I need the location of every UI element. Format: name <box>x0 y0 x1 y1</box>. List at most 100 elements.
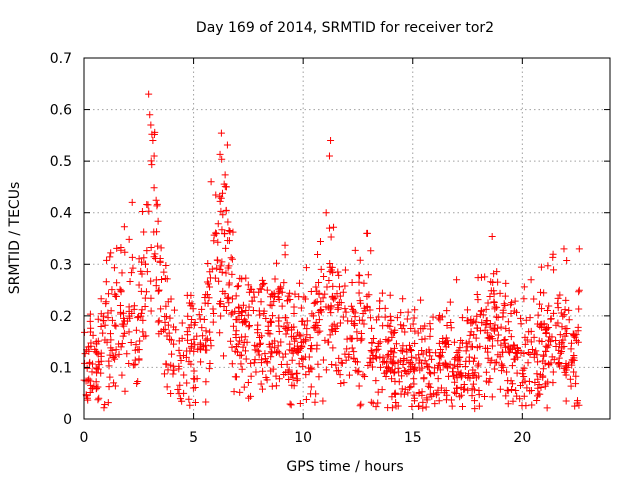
data-point <box>312 283 320 291</box>
y-axis-label: SRMTID / TECUs <box>7 182 23 295</box>
data-point <box>336 319 344 327</box>
data-point <box>224 236 232 244</box>
data-point <box>456 344 464 352</box>
data-point <box>363 229 371 237</box>
data-point <box>335 283 343 291</box>
data-point <box>93 340 101 348</box>
data-point <box>238 308 246 316</box>
data-point <box>245 303 253 311</box>
data-point <box>81 350 89 358</box>
data-point <box>170 340 178 348</box>
data-point <box>556 362 564 370</box>
data-point <box>532 347 540 355</box>
data-point <box>570 331 578 339</box>
data-point <box>505 347 513 355</box>
data-point <box>288 326 296 334</box>
data-point <box>232 334 240 342</box>
data-point <box>256 340 264 348</box>
data-point <box>137 267 145 275</box>
data-point <box>131 360 139 368</box>
data-point <box>570 351 578 359</box>
data-point <box>248 297 256 305</box>
data-point <box>214 220 222 228</box>
data-point <box>568 356 576 364</box>
data-point <box>499 309 507 317</box>
data-point <box>154 242 162 250</box>
data-point <box>527 387 535 395</box>
data-point <box>299 362 307 370</box>
data-point <box>217 207 225 215</box>
data-point <box>201 299 209 307</box>
data-point <box>160 268 168 276</box>
data-point <box>97 295 105 303</box>
data-point <box>341 266 349 274</box>
data-point <box>247 359 255 367</box>
data-point <box>407 346 415 354</box>
data-point <box>134 377 142 385</box>
data-point <box>555 340 563 348</box>
plot-frame <box>83 57 611 420</box>
data-point <box>155 317 163 325</box>
data-point <box>446 298 454 306</box>
data-point <box>494 331 502 339</box>
data-point <box>467 328 475 336</box>
data-point <box>206 268 214 276</box>
data-point <box>261 355 269 363</box>
data-point <box>326 305 334 313</box>
data-point <box>274 342 282 350</box>
data-point <box>493 358 501 366</box>
data-point <box>287 401 295 409</box>
data-point <box>520 364 528 372</box>
data-point <box>227 310 235 318</box>
data-point <box>113 244 121 252</box>
y-tick-label: 0.6 <box>50 103 72 119</box>
data-point <box>306 334 314 342</box>
data-point <box>280 371 288 379</box>
data-point <box>147 121 155 129</box>
data-point <box>228 295 236 303</box>
data-point <box>338 359 346 367</box>
data-point <box>183 291 191 299</box>
data-point <box>464 386 472 394</box>
data-point <box>498 367 506 375</box>
data-point <box>520 373 528 381</box>
data-point <box>409 320 417 328</box>
data-point <box>499 363 507 371</box>
data-point <box>386 291 394 299</box>
data-point <box>93 349 101 357</box>
data-point <box>94 383 102 391</box>
data-point <box>302 264 310 272</box>
data-point <box>408 360 416 368</box>
data-point <box>496 385 504 393</box>
data-point <box>189 384 197 392</box>
data-point <box>163 383 171 391</box>
data-point <box>162 360 170 368</box>
data-point <box>258 332 266 340</box>
data-point <box>202 398 210 406</box>
data-point <box>319 356 327 364</box>
data-point <box>106 253 114 261</box>
data-point <box>548 333 556 341</box>
data-point <box>560 245 568 253</box>
data-point <box>99 329 107 337</box>
data-point <box>297 332 305 340</box>
data-point <box>150 228 158 236</box>
data-point <box>502 343 510 351</box>
data-point <box>575 286 583 294</box>
data-point <box>435 397 443 405</box>
data-point <box>305 353 313 361</box>
data-point <box>486 375 494 383</box>
data-point <box>228 270 236 278</box>
data-point <box>167 295 175 303</box>
data-point <box>561 368 569 376</box>
data-point <box>213 264 221 272</box>
data-point <box>326 259 334 267</box>
data-point <box>379 322 387 330</box>
data-point <box>220 352 228 360</box>
data-point <box>457 336 465 344</box>
data-point <box>244 311 252 319</box>
data-point <box>118 269 126 277</box>
data-point <box>481 393 489 401</box>
data-point <box>327 233 335 241</box>
data-point <box>370 335 378 343</box>
